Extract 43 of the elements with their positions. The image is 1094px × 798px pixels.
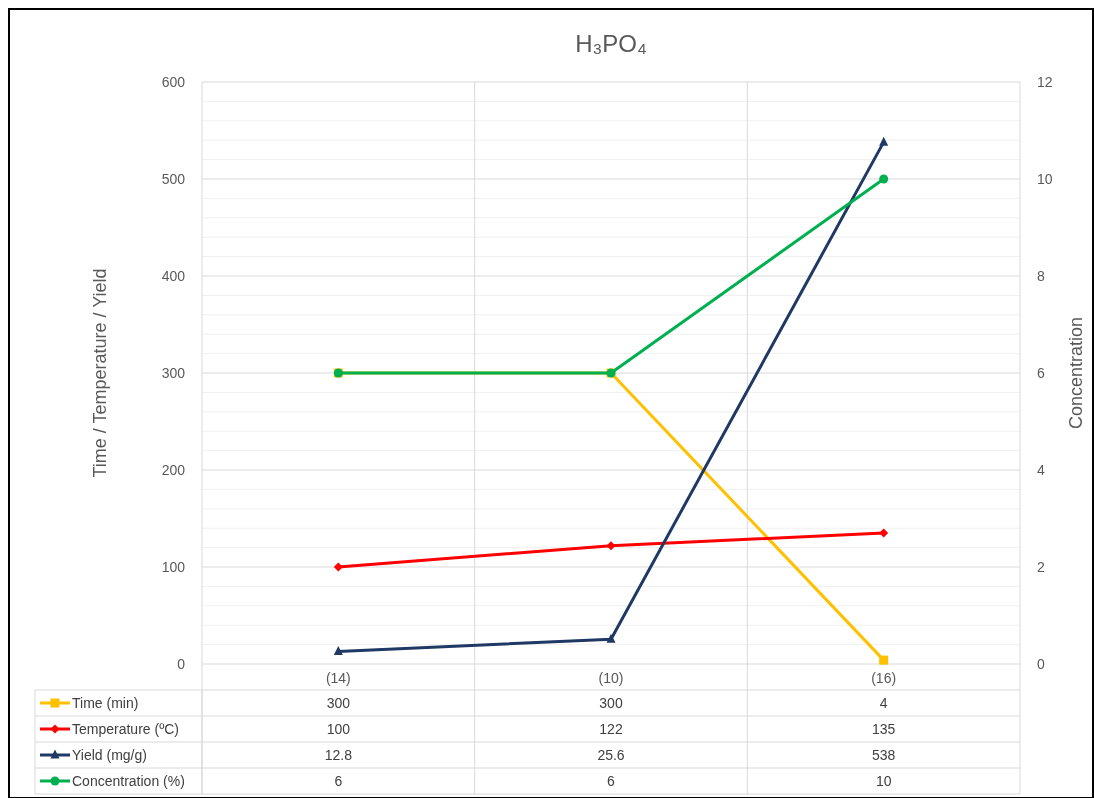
data-label: 10 [875, 773, 892, 789]
data-label: 300 [599, 695, 623, 711]
y-tick-label: 200 [161, 462, 186, 478]
y-tick-label: 500 [161, 171, 186, 187]
point [879, 136, 889, 146]
data-label: 538 [871, 747, 896, 763]
point [879, 528, 889, 538]
legend-label: Yield (mg/g) [72, 747, 147, 763]
legend-label: Temperature (ºC) [72, 721, 180, 737]
x-tick-label: (14) [325, 670, 351, 686]
point [879, 655, 889, 665]
data-label: 300 [326, 695, 351, 711]
y2-tick-label: 8 [1037, 268, 1045, 284]
y2-tick-label: 4 [1037, 462, 1045, 478]
y2-tick-label: 0 [1037, 656, 1045, 672]
y-axis-title: Time / Temperature / Yield [90, 268, 110, 478]
data-label: 6 [607, 773, 616, 789]
data-label: 6 [334, 773, 343, 789]
legend-label: Concentration (%) [72, 773, 185, 789]
y2-tick-label: 10 [1037, 171, 1053, 187]
data-label: 135 [871, 721, 896, 737]
point [333, 646, 343, 656]
x-tick-label: (10) [598, 670, 624, 686]
chart-title: H₃PO₄ [575, 30, 647, 57]
x-tick-label: (16) [871, 670, 897, 686]
point [606, 541, 616, 551]
point [606, 633, 616, 643]
y2-tick-label: 6 [1037, 365, 1045, 381]
point [333, 562, 343, 572]
y2-tick-label: 2 [1037, 559, 1045, 575]
y-tick-label: 300 [161, 365, 186, 381]
data-label: 122 [599, 721, 623, 737]
y2-axis-title: Concentration [1066, 316, 1086, 430]
data-label: 4 [879, 695, 888, 711]
y2-tick-label: 12 [1037, 74, 1053, 90]
y-tick-label: 600 [161, 74, 186, 90]
data-label: 100 [326, 721, 351, 737]
y-tick-label: 400 [161, 268, 186, 284]
data-label: 25.6 [597, 747, 625, 763]
legend-label: Time (min) [72, 695, 139, 711]
y-tick-label: 0 [177, 656, 186, 672]
data-label: 12.8 [324, 747, 353, 763]
y-tick-label: 100 [161, 559, 186, 575]
